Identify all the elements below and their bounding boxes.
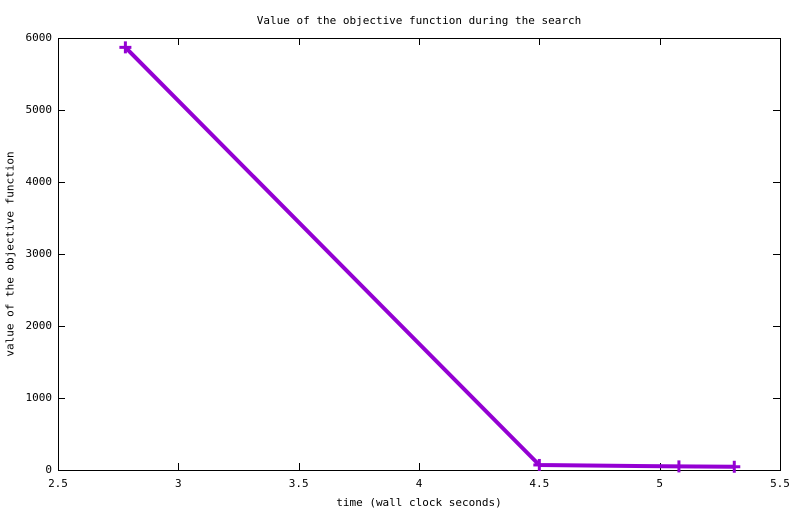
x-tick-label: 3 <box>175 477 182 490</box>
x-tick-label: 4 <box>415 477 423 490</box>
x-axis-label: time (wall clock seconds) <box>336 496 502 509</box>
x-tick-label: 5 <box>656 477 663 490</box>
x-tick-label: 3.5 <box>288 477 309 490</box>
y-tick-label: 1000 <box>25 391 53 404</box>
y-tick-label: 4000 <box>25 175 53 188</box>
y-tick-label: 3000 <box>25 247 53 260</box>
x-tick-label: 2.5 <box>48 477 68 490</box>
plot-border <box>58 38 781 471</box>
x-tick-label: 4.5 <box>529 477 550 490</box>
y-tick-label: 5000 <box>25 103 53 116</box>
objective-function-line <box>123 45 735 469</box>
y-tick-label: 0 <box>45 463 52 476</box>
chart-title: Value of the objective function during t… <box>256 14 582 27</box>
y-tick-label: 2000 <box>25 319 53 332</box>
y-tick-label: 6000 <box>25 31 53 44</box>
x-tick-label: 5.5 <box>770 477 790 490</box>
